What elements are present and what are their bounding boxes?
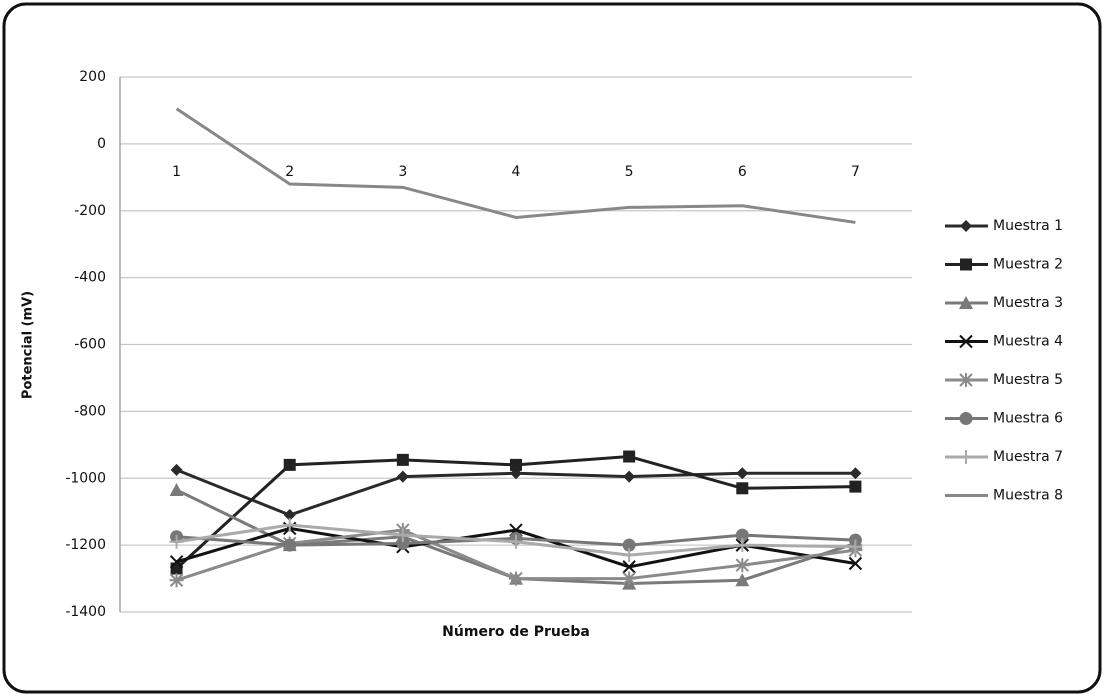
marker [848, 556, 863, 571]
marker [848, 539, 863, 554]
marker [622, 571, 637, 586]
marker [959, 296, 973, 309]
y-tick-label: -1400 [65, 604, 106, 620]
marker [396, 453, 409, 466]
y-axis-label: Potencial (mV) [21, 291, 36, 399]
marker [735, 558, 750, 573]
legend-label: Muestra 2 [993, 257, 1063, 273]
legend-entry: Muestra 7 [945, 449, 1063, 465]
marker [960, 220, 972, 232]
marker [736, 482, 749, 495]
y-tick-label: 200 [79, 69, 106, 85]
marker [396, 470, 409, 483]
marker [735, 528, 749, 542]
x-tick-label: 2 [285, 164, 294, 180]
legend-entry: Muestra 5 [945, 372, 1063, 388]
marker [735, 538, 750, 553]
x-tick-label: 4 [512, 164, 521, 180]
x-tick-label: 5 [625, 164, 634, 180]
marker [282, 518, 297, 533]
marker [622, 538, 636, 552]
marker [509, 534, 523, 549]
y-tick-label: -600 [74, 337, 106, 353]
marker [170, 562, 183, 575]
y-tick-label: -1000 [65, 470, 106, 486]
marker [169, 555, 184, 569]
marker [283, 458, 296, 471]
marker [623, 450, 636, 463]
x-tick-label: 6 [738, 164, 747, 180]
legend-entry: Muestra 4 [945, 334, 1063, 350]
marker [169, 482, 184, 496]
legend-label: Muestra 1 [993, 218, 1063, 234]
series-line [175, 107, 856, 224]
marker [623, 470, 636, 483]
marker [959, 412, 973, 425]
marker [510, 458, 522, 471]
x-tick-label: 3 [398, 164, 407, 180]
legend-entry: Muestra 3 [945, 295, 1063, 311]
legend-label: Muestra 6 [993, 411, 1063, 427]
y-tick-label: -200 [74, 203, 106, 219]
marker [959, 373, 973, 387]
marker [736, 467, 749, 480]
legend-label: Muestra 7 [993, 449, 1063, 465]
marker [170, 463, 183, 476]
x-axis-label: Número de Prueba [442, 624, 590, 640]
marker [169, 534, 184, 549]
legend-label: Muestra 5 [993, 372, 1063, 388]
marker [849, 480, 862, 493]
x-tick-label: 1 [172, 164, 181, 180]
legend-label: Muestra 8 [993, 488, 1063, 504]
y-tick-label: 0 [97, 136, 106, 152]
marker [169, 573, 184, 588]
legend-label: Muestra 4 [993, 334, 1063, 350]
marker [735, 573, 750, 587]
marker [622, 560, 636, 574]
legend-entry: Muestra 2 [945, 257, 1063, 273]
marker [959, 450, 973, 464]
legend-entry: Muestra 8 [945, 488, 1063, 504]
marker [960, 258, 972, 271]
marker [283, 538, 297, 552]
legend-label: Muestra 3 [993, 295, 1063, 311]
marker [622, 548, 637, 563]
marker [395, 528, 410, 543]
x-tick-label: 7 [851, 164, 860, 180]
y-tick-label: -800 [74, 403, 106, 419]
marker [509, 571, 523, 586]
marker [849, 467, 862, 480]
legend-entry: Muestra 1 [945, 218, 1063, 234]
y-tick-label: -1200 [65, 537, 106, 553]
marker [959, 334, 973, 349]
marker [283, 509, 296, 522]
legend-entry: Muestra 6 [945, 411, 1063, 427]
y-tick-label: -400 [74, 270, 106, 286]
marker [396, 536, 410, 550]
